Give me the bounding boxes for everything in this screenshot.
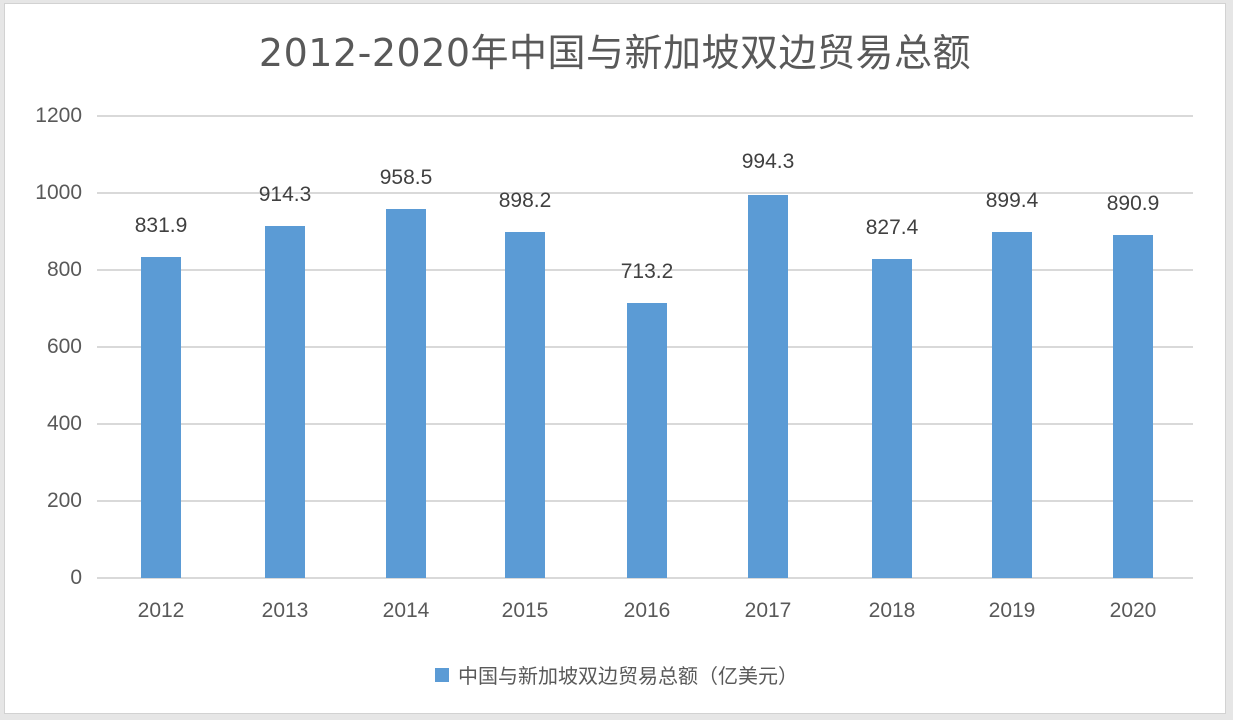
x-tick-2018: 2018 bbox=[868, 599, 916, 622]
y-tick-0: 0 bbox=[70, 566, 82, 589]
x-tick-2012: 2012 bbox=[137, 599, 185, 622]
bar-2014 bbox=[386, 209, 426, 578]
legend: 中国与新加坡双边贸易总额（亿美元） bbox=[0, 660, 1233, 689]
bar-2018 bbox=[872, 259, 912, 578]
x-tick-2019: 2019 bbox=[988, 599, 1036, 622]
gridline-800 bbox=[97, 269, 1193, 271]
gridline-0 bbox=[97, 577, 1193, 579]
gridline-1000 bbox=[97, 192, 1193, 194]
legend-label: 中国与新加坡双边贸易总额（亿美元） bbox=[458, 664, 798, 688]
bar-2013 bbox=[265, 226, 305, 578]
bar-2015 bbox=[505, 232, 545, 578]
x-tick-2020: 2020 bbox=[1109, 599, 1157, 622]
gridline-1200 bbox=[97, 115, 1193, 117]
chart-title: 2012-2020年中国与新加坡双边贸易总额 bbox=[258, 31, 972, 75]
value-label-2016: 713.2 bbox=[620, 260, 674, 283]
value-label-2014: 958.5 bbox=[379, 166, 433, 189]
y-tick-200: 200 bbox=[46, 489, 82, 512]
value-label-2012: 831.9 bbox=[134, 214, 188, 237]
bar-2020 bbox=[1113, 235, 1153, 578]
y-tick-1200: 1200 bbox=[35, 104, 82, 127]
legend-swatch-icon bbox=[435, 667, 449, 682]
value-label-2019: 899.4 bbox=[985, 189, 1039, 212]
value-label-2017: 994.3 bbox=[741, 150, 795, 173]
bar-2012 bbox=[141, 257, 181, 578]
bar-2016 bbox=[627, 303, 667, 578]
x-tick-2014: 2014 bbox=[382, 599, 430, 622]
bar-2019 bbox=[992, 232, 1032, 578]
value-label-2018: 827.4 bbox=[865, 216, 919, 239]
value-label-2020: 890.9 bbox=[1106, 192, 1160, 215]
bar-2017 bbox=[748, 195, 788, 578]
y-tick-600: 600 bbox=[46, 335, 82, 358]
x-tick-2016: 2016 bbox=[623, 599, 671, 622]
value-label-2013: 914.3 bbox=[258, 183, 312, 206]
y-tick-400: 400 bbox=[46, 412, 82, 435]
x-tick-2015: 2015 bbox=[501, 599, 549, 622]
value-label-2015: 898.2 bbox=[498, 189, 552, 212]
y-tick-800: 800 bbox=[46, 258, 82, 281]
y-tick-1000: 1000 bbox=[35, 181, 82, 204]
x-tick-2017: 2017 bbox=[744, 599, 792, 622]
x-tick-2013: 2013 bbox=[261, 599, 309, 622]
